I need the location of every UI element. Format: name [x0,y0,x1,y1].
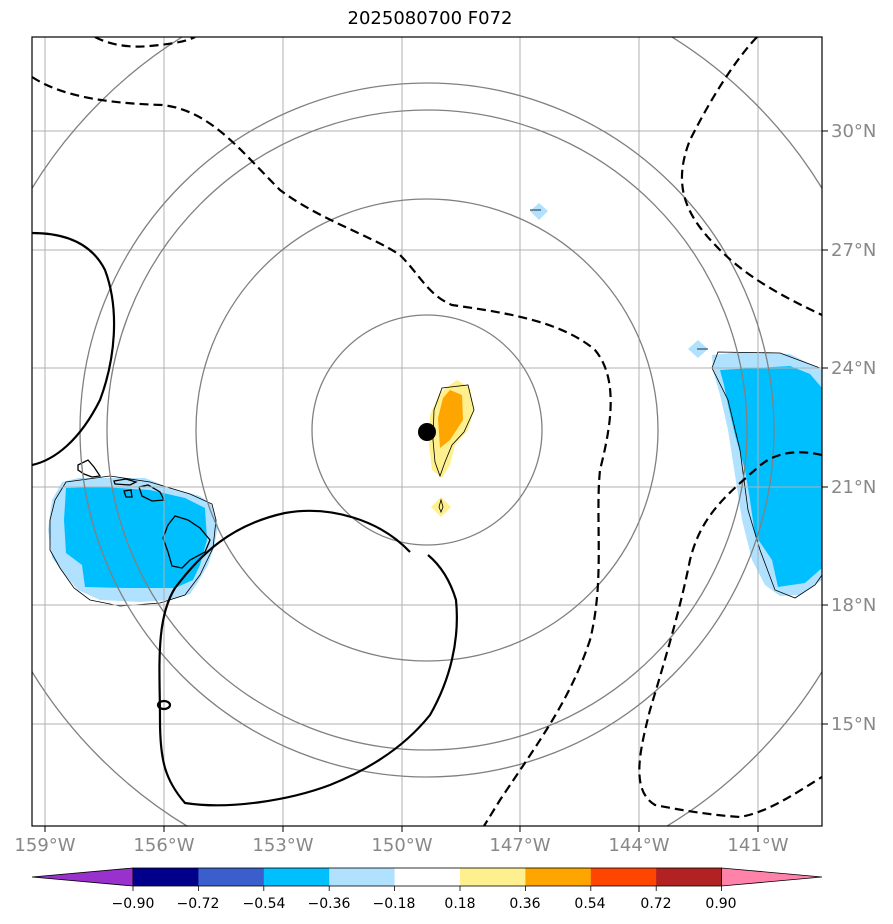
positive-anomaly-speck [431,497,451,517]
colorbar-segment [656,868,723,886]
colorbar-segment [394,868,461,886]
colorbar-tick-label: 0.72 [640,896,671,912]
colorbar-segment [590,868,657,886]
colorbar-segment [329,868,396,886]
colorbar-extend-min [31,867,134,887]
lon-label-153w: 153°W [252,835,313,856]
island-molokai [113,478,138,486]
colorbar-tick-label: −0.72 [177,896,220,912]
colorbar-segment [460,868,526,886]
solid-contours [32,231,458,807]
negative-anomaly-speck-1 [530,203,548,220]
map-area [32,37,822,826]
range-ring-3 [106,109,748,751]
longitude-labels: 159°W 156°W 153°W 150°W 147°W 144°W 141°… [14,835,788,856]
map-plot: 159°W 156°W 153°W 150°W 147°W 144°W 141°… [14,36,876,856]
lat-label-15n: 15°N [831,714,876,735]
lat-label-30n: 30°N [831,121,876,142]
colorbar-tick-label: 0.90 [705,896,736,912]
axis-ticks [44,130,828,832]
lat-label-18n: 18°N [831,595,876,616]
dashed-contours [32,37,822,826]
lon-label-150w: 150°W [371,835,432,856]
colorbar-frame [132,867,722,887]
graticule [32,37,822,826]
range-rings [32,37,822,826]
lon-label-144w: 144°W [608,835,669,856]
colorbar-tick-label: −0.54 [243,896,286,912]
colorbar-extend-max [721,867,823,887]
lon-label-159w: 159°W [14,835,75,856]
colorbar-ticks: −0.90 −0.72 −0.54 −0.36 −0.18 0.18 0.36 … [112,896,737,912]
range-ring-1 [311,314,543,546]
colorbar-tick-label: −0.18 [373,896,416,912]
colorbar-tick-label: 0.54 [574,896,605,912]
colorbar-segment [263,868,330,886]
colorbar-tick-label: −0.36 [308,896,351,912]
map-title: 2025080700 F072 [347,8,513,29]
range-ring-4 [79,82,775,778]
colorbar-boxes [31,867,823,891]
colorbar: −0.90 −0.72 −0.54 −0.36 −0.18 0.18 0.36 … [31,867,823,912]
colorbar-segment [133,868,199,886]
map-frame [31,36,823,827]
lon-label-156w: 156°W [133,835,194,856]
small-closed-contour [156,699,172,711]
island-oahu [77,459,102,478]
negative-anomaly-region-hawaii-inner [64,487,207,588]
colorbar-tick-label: −0.90 [112,896,155,912]
colorbar-segment [198,868,265,886]
latitude-labels: 30°N 27°N 24°N 21°N 18°N 15°N [831,121,876,735]
lat-label-27n: 27°N [831,240,876,261]
storm-center-marker [418,423,436,441]
anomaly-fill-layer [48,203,822,602]
lat-label-24n: 24°N [831,358,876,379]
colorbar-tick-label: 0.36 [509,896,540,912]
lat-label-21n: 21°N [831,477,876,498]
island-lanai [123,489,133,498]
colorbar-tick-label: 0.18 [444,896,475,912]
range-ring-2 [195,198,659,662]
lon-label-141w: 141°W [727,835,788,856]
positive-anomaly-region-inner [438,390,463,448]
lon-label-147w: 147°W [489,835,550,856]
colorbar-segment [525,868,592,886]
